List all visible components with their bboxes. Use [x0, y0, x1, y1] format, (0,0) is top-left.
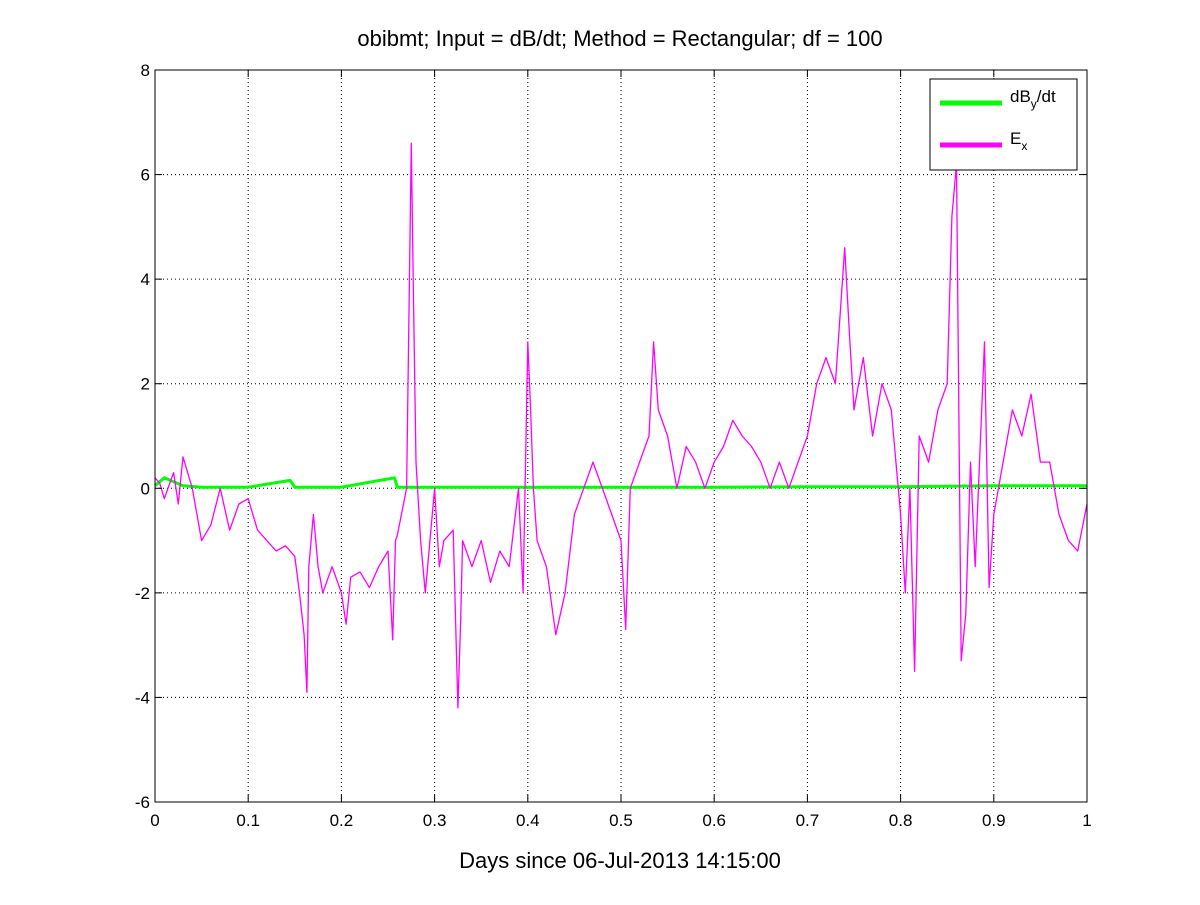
legend-label: dBy/dt	[1010, 87, 1056, 111]
legend-box	[929, 78, 1078, 171]
x-tick-label: 0.9	[982, 811, 1006, 830]
grid	[155, 70, 1087, 802]
x-tick-label: 0.3	[423, 811, 447, 830]
y-tick-label: 2	[141, 375, 150, 394]
y-tick-label: 4	[141, 270, 150, 289]
y-tick-label: -6	[135, 793, 150, 812]
x-tick-label: 0.5	[609, 811, 633, 830]
x-tick-label: 0.1	[236, 811, 260, 830]
y-tick-label: 8	[141, 61, 150, 80]
x-tick-label: 0	[150, 811, 159, 830]
x-tick-label: 1	[1082, 811, 1091, 830]
legend-label: Ex	[1010, 129, 1027, 153]
series-layer	[154, 142, 1088, 709]
x-tick-label: 0.8	[889, 811, 913, 830]
x-tick-label: 0.2	[330, 811, 354, 830]
y-tick-label: 0	[141, 479, 150, 498]
plot-area	[155, 70, 1087, 802]
x-axis: 0 0.1 0.2 0.3 0.4 0.5 0.6 0.7 0.8 0.9 1	[150, 70, 1092, 830]
x-tick-label: 0.7	[796, 811, 820, 830]
x-tick-label: 0.4	[516, 811, 540, 830]
y-axis: -6 -4 -2 0 2 4 6 8	[135, 61, 1087, 812]
series-line-ex	[154, 142, 1088, 709]
y-tick-label: -2	[135, 584, 150, 603]
chart-title: obibmt; Input = dB/dt; Method = Rectangu…	[357, 26, 882, 51]
legend: dBy/dt Ex	[929, 78, 1078, 171]
x-tick-label: 0.6	[702, 811, 726, 830]
y-tick-label: -4	[135, 688, 150, 707]
series-line-dby-dt	[154, 476, 1087, 489]
x-axis-label: Days since 06-Jul-2013 14:15:00	[459, 848, 781, 873]
y-tick-label: 6	[141, 166, 150, 185]
